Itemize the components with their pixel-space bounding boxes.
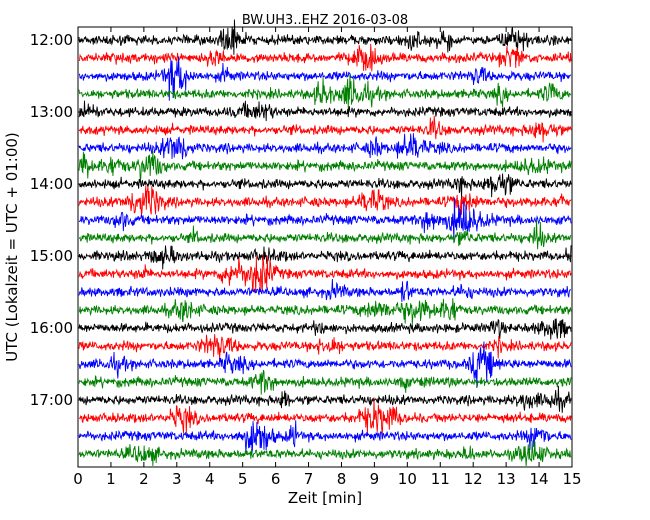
trace-3	[78, 74, 572, 110]
x-tick-label: 12	[464, 470, 483, 488]
trace-4	[78, 100, 572, 122]
trace-1	[78, 43, 572, 72]
x-tick-label: 8	[337, 470, 347, 488]
x-tick-label: 2	[139, 470, 149, 488]
y-axis-ticks: 12:00 13:00 14:00 15:00 16:00 17:00	[30, 31, 572, 409]
trace-23	[78, 440, 572, 467]
x-tick-label: 7	[304, 470, 314, 488]
x-tick-label: 6	[271, 470, 281, 488]
trace-11	[78, 219, 572, 250]
x-axis-label: Zeit [min]	[288, 489, 362, 507]
y-tick-label: 17:00	[30, 391, 73, 409]
trace-22	[78, 420, 572, 454]
x-tick-label: 5	[238, 470, 248, 488]
trace-21	[78, 397, 572, 437]
trace-15	[78, 298, 572, 325]
y-axis-label: UTC (Lokalzeit = UTC + 01:00)	[3, 132, 21, 362]
trace-18	[78, 341, 572, 388]
trace-5	[78, 115, 572, 143]
trace-12	[78, 245, 572, 270]
trace-16	[78, 318, 572, 340]
trace-17	[78, 334, 572, 361]
x-axis-ticks: 0 1 2 3 4 5 6 7 8 9 10 11 12 13 14 15	[73, 27, 582, 488]
x-tick-label: 1	[106, 470, 116, 488]
trace-10	[78, 197, 572, 241]
x-tick-label: 14	[530, 470, 549, 488]
y-tick-label: 13:00	[30, 103, 73, 121]
trace-7	[78, 151, 572, 183]
plot-frame	[77, 26, 573, 468]
trace-6	[78, 133, 572, 160]
x-tick-label: 11	[431, 470, 450, 488]
y-tick-label: 14:00	[30, 175, 73, 193]
y-tick-label: 16:00	[30, 319, 73, 337]
x-tick-label: 10	[398, 470, 417, 488]
trace-0	[78, 19, 572, 56]
x-tick-label: 13	[497, 470, 516, 488]
trace-19	[78, 369, 572, 395]
trace-8	[78, 173, 572, 200]
trace-9	[78, 185, 572, 216]
x-tick-label: 4	[205, 470, 215, 488]
seismic-traces	[78, 19, 572, 467]
x-tick-label: 15	[562, 470, 581, 488]
trace-13	[78, 254, 572, 293]
x-tick-label: 9	[370, 470, 380, 488]
x-tick-label: 0	[73, 470, 83, 488]
trace-2	[78, 56, 572, 101]
chart-title: BW.UH3..EHZ 2016-03-08	[242, 13, 408, 28]
trace-20	[78, 385, 572, 413]
y-tick-label: 12:00	[30, 31, 73, 49]
y-tick-label: 15:00	[30, 247, 73, 265]
trace-14	[78, 279, 572, 302]
x-tick-label: 3	[172, 470, 182, 488]
